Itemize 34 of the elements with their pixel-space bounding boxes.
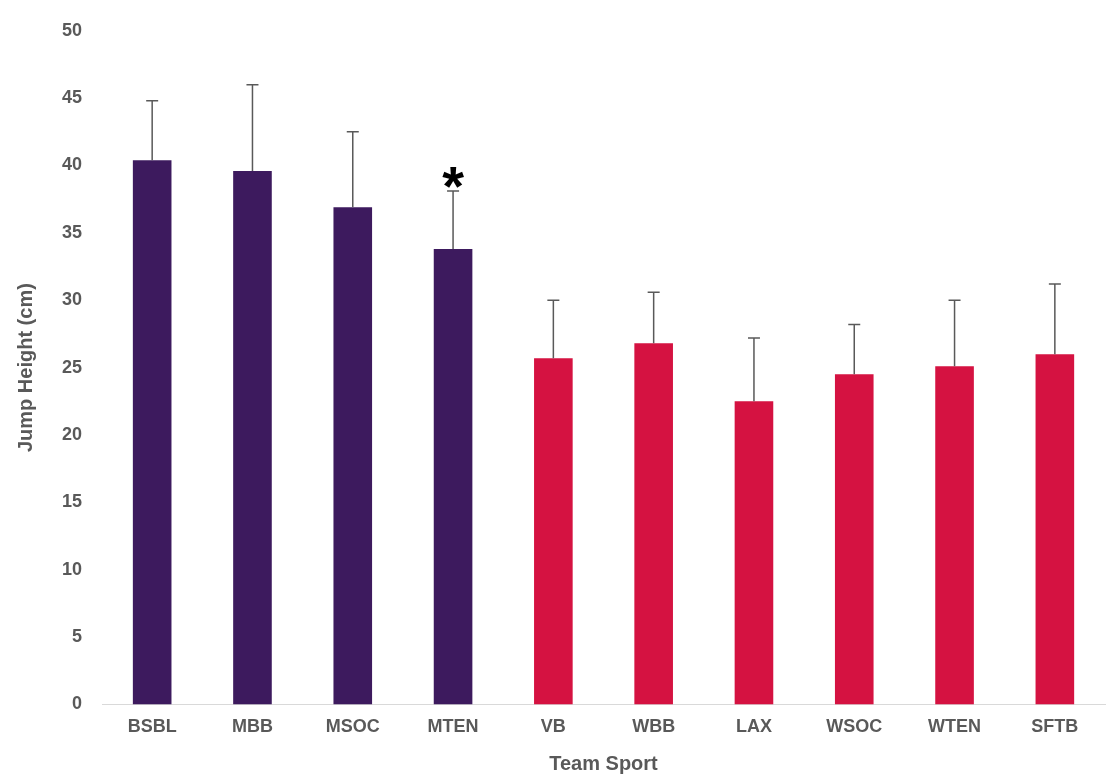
x-axis-title: Team Sport: [549, 751, 659, 774]
y-tick-label: 50: [61, 19, 83, 40]
x-tick-label: SFTB: [1031, 716, 1079, 737]
bar: [132, 160, 172, 705]
x-tick-label: WTEN: [928, 716, 982, 737]
y-tick-label: 40: [61, 154, 83, 175]
x-tick-label: MTEN: [427, 716, 479, 737]
bar: [834, 374, 874, 705]
bar: [734, 401, 774, 705]
x-tick-label: VB: [540, 716, 566, 737]
bar: [534, 358, 573, 705]
y-tick-label: 5: [72, 626, 83, 647]
bar: [233, 170, 272, 705]
x-tick-label: WBB: [632, 716, 676, 737]
annotation: *: [442, 153, 465, 217]
bar: [935, 366, 974, 705]
x-tick-label: MSOC: [325, 716, 380, 737]
y-tick-label: 35: [61, 221, 83, 242]
y-tick-label: 10: [61, 558, 83, 579]
y-tick-label: 30: [61, 289, 83, 310]
y-tick-label: 45: [61, 87, 83, 108]
bar: [333, 207, 373, 705]
x-tick-label: MBB: [231, 716, 273, 737]
x-tick-label: WSOC: [826, 716, 883, 737]
x-tick-label: LAX: [735, 716, 772, 737]
bar: [634, 343, 673, 705]
bar: [1035, 354, 1075, 705]
y-tick-label: 0: [72, 693, 83, 714]
x-tick-label: BSBL: [127, 716, 177, 737]
bar: [433, 249, 473, 705]
y-tick-label: 15: [61, 491, 83, 512]
y-axis-title: Jump Height (cm): [13, 283, 36, 453]
y-tick-label: 25: [61, 356, 83, 377]
y-tick-label: 20: [61, 423, 83, 444]
